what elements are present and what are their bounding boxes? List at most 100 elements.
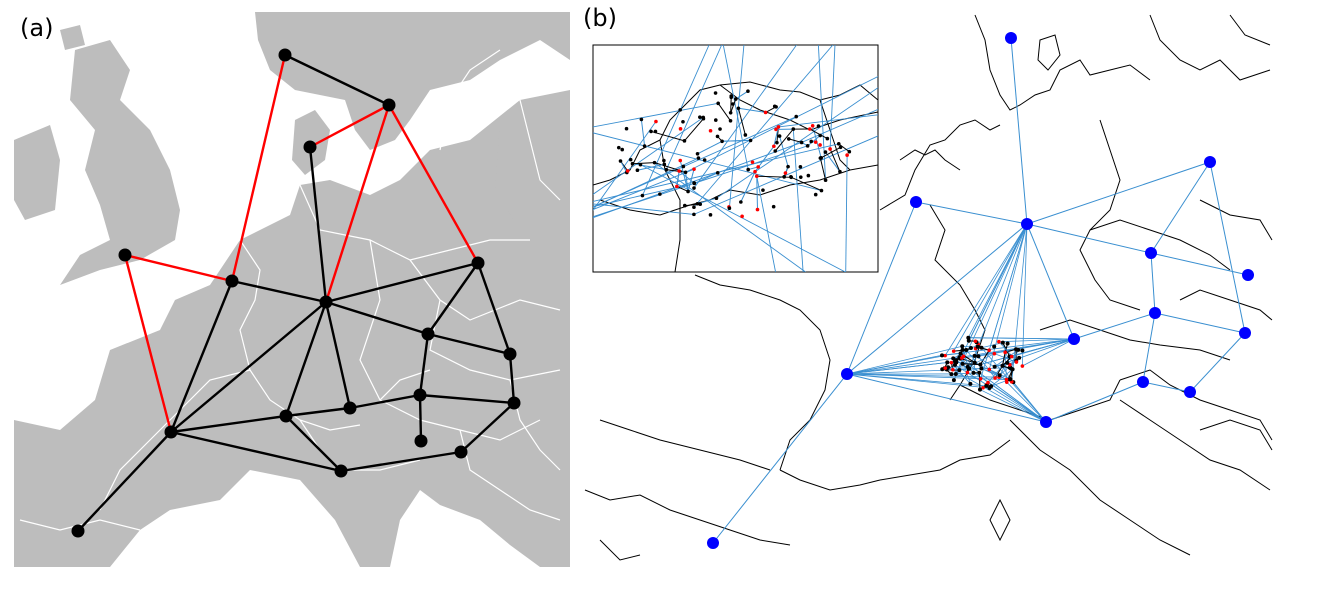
cluster-node bbox=[992, 351, 997, 356]
ac-line-italy-croatia bbox=[340, 450, 462, 473]
dc-line-norway-belgium bbox=[230, 54, 287, 282]
scandinavia-land bbox=[255, 12, 570, 150]
node-germany bbox=[319, 295, 333, 309]
inset-node bbox=[628, 157, 633, 162]
cluster-node bbox=[992, 364, 997, 369]
inset-node bbox=[716, 101, 720, 106]
cluster-node bbox=[1003, 350, 1007, 355]
inset-node bbox=[736, 106, 741, 111]
ac-line-poland-slovakia bbox=[476, 262, 512, 355]
coastline-netherlands bbox=[879, 119, 1001, 211]
inset-node bbox=[624, 126, 629, 131]
inset-node bbox=[746, 167, 751, 172]
cluster-node bbox=[943, 353, 947, 358]
inset-long-line bbox=[693, 45, 797, 189]
inset-node bbox=[847, 149, 852, 154]
cluster-node bbox=[960, 347, 965, 352]
scotland-islands bbox=[60, 25, 85, 50]
inset-node bbox=[686, 189, 690, 194]
inset-long-line bbox=[593, 203, 694, 215]
cluster-node bbox=[1014, 360, 1019, 364]
cluster-internal-line bbox=[978, 372, 981, 390]
cluster-link bbox=[979, 372, 1047, 423]
hub-node-slovakia bbox=[1242, 269, 1254, 281]
hub-line-italy-slovenia bbox=[1045, 381, 1144, 423]
inset-node bbox=[754, 174, 759, 179]
ac-line-croatia-hungary bbox=[460, 402, 515, 453]
cluster-node bbox=[989, 384, 994, 389]
cluster-internal-line bbox=[1002, 342, 1011, 365]
inset-node bbox=[664, 167, 669, 172]
dc-line-sweden-poland bbox=[387, 104, 480, 264]
hub-node-poland bbox=[1204, 156, 1216, 168]
cluster-node bbox=[973, 339, 978, 344]
coastline-uk bbox=[899, 149, 961, 171]
inset-long-line bbox=[593, 116, 797, 208]
inset-node bbox=[720, 139, 724, 144]
inset-node bbox=[819, 188, 824, 193]
hub-line-germany-czech bbox=[1026, 223, 1152, 254]
inset-node bbox=[618, 159, 623, 163]
hub-line-germany-poland bbox=[1026, 161, 1211, 225]
panel-b-cluster bbox=[940, 335, 1025, 392]
inset-line bbox=[640, 119, 646, 147]
inset-long-line bbox=[829, 45, 836, 150]
cluster-node bbox=[968, 345, 973, 350]
cluster-link bbox=[998, 338, 1075, 343]
inset-line bbox=[756, 176, 758, 210]
country-borders bbox=[19, 49, 561, 531]
cluster-node bbox=[1005, 341, 1010, 346]
coastline-france-west bbox=[694, 274, 831, 471]
cluster-node bbox=[951, 349, 956, 353]
ac-line-france-spain bbox=[77, 431, 172, 532]
hub-line-austria-slovenia bbox=[1142, 312, 1156, 383]
inset-node bbox=[748, 138, 753, 143]
inset-node bbox=[630, 161, 635, 166]
hub-line-norway-germany bbox=[1010, 37, 1028, 225]
ac-line-austria-hungary bbox=[419, 393, 515, 405]
inset-node bbox=[836, 142, 841, 146]
hub-line-netherlands-france bbox=[846, 201, 917, 375]
ac-line-denmark-germany bbox=[308, 146, 328, 303]
inset-node bbox=[642, 144, 647, 148]
cluster-link bbox=[953, 223, 1028, 381]
great-britain-land bbox=[60, 40, 180, 285]
baltic-land bbox=[495, 110, 570, 250]
inset-node bbox=[639, 117, 644, 122]
hub-line-germany-bavaria bbox=[1026, 223, 1075, 340]
inset-node bbox=[729, 94, 734, 98]
cluster-node bbox=[1004, 377, 1009, 382]
cluster-node bbox=[1014, 347, 1019, 352]
node-italy bbox=[334, 464, 348, 478]
inset-node bbox=[786, 164, 790, 169]
cluster-node bbox=[960, 344, 965, 349]
inset-node bbox=[654, 119, 658, 124]
inset-node bbox=[810, 123, 815, 128]
inset-node bbox=[753, 169, 757, 174]
cluster-node bbox=[984, 383, 989, 388]
cluster-link bbox=[944, 223, 1028, 356]
panel-a-nodes bbox=[71, 48, 521, 538]
cluster-node bbox=[965, 370, 970, 375]
border-austria bbox=[1039, 319, 1231, 361]
node-poland bbox=[471, 256, 485, 270]
cluster-node bbox=[972, 353, 977, 358]
inset-long-line bbox=[801, 108, 878, 143]
cluster-internal-line bbox=[1004, 352, 1007, 380]
hub-line-czech-austria bbox=[1150, 252, 1156, 314]
inset-node bbox=[816, 124, 821, 128]
hub-node-spain bbox=[707, 537, 719, 549]
inset-line bbox=[779, 135, 789, 167]
border-slovenia-croatia bbox=[1119, 369, 1273, 441]
inset-node bbox=[658, 192, 662, 196]
inset-line bbox=[740, 171, 756, 203]
inset-line bbox=[774, 128, 794, 152]
cluster-node bbox=[950, 367, 955, 372]
inset-node bbox=[838, 145, 843, 150]
cluster-node bbox=[949, 360, 954, 365]
cluster-node bbox=[979, 366, 984, 371]
inset-long-line bbox=[716, 87, 878, 199]
inset-long-line bbox=[593, 143, 839, 202]
inset-node bbox=[805, 144, 810, 148]
inset-long-line bbox=[593, 145, 808, 218]
